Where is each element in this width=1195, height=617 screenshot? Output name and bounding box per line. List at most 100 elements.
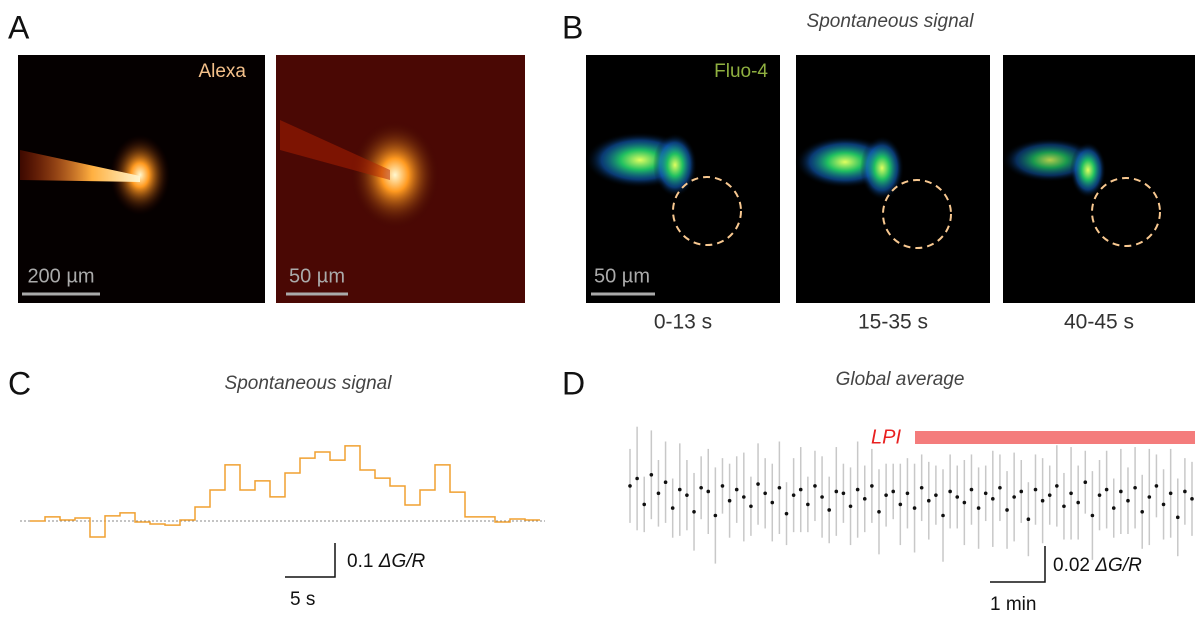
pipette — [20, 150, 140, 182]
drug-label: LPI — [871, 426, 901, 448]
mean-point — [763, 491, 767, 496]
mean-point — [670, 506, 675, 510]
cell-glow — [860, 136, 904, 200]
roi-circle — [672, 176, 742, 246]
mean-point — [820, 495, 824, 499]
mean-point — [699, 485, 703, 490]
mean-point — [962, 500, 967, 505]
panel-title: Spontaneous signal — [807, 11, 975, 32]
mean-point — [1062, 504, 1066, 509]
panel-label: C — [8, 365, 31, 401]
mean-point — [1175, 515, 1180, 520]
mean-point — [777, 485, 782, 490]
scale-bar — [990, 546, 1046, 583]
scale-label: 200 µm — [27, 265, 94, 287]
scale-label: 0.1 ΔG/R — [347, 551, 426, 572]
step-trace — [30, 445, 540, 538]
mean-point — [991, 497, 995, 501]
caption: 40-45 s — [1064, 311, 1134, 334]
mean-point — [919, 485, 924, 490]
mean-point — [1012, 495, 1016, 499]
mean-point — [827, 508, 831, 512]
mean-point — [848, 504, 853, 509]
mean-point — [1119, 489, 1123, 494]
mean-point — [1133, 485, 1137, 490]
roi-circle — [1091, 177, 1161, 247]
mean-point — [1147, 495, 1152, 499]
mean-point — [862, 497, 867, 501]
panel-label: B — [562, 9, 583, 45]
mean-point — [891, 489, 896, 494]
mean-point — [1019, 489, 1024, 494]
panel-label: D — [562, 365, 585, 401]
mean-point — [1111, 506, 1116, 510]
mean-point — [813, 484, 817, 488]
caption: 15-35 s — [858, 311, 928, 334]
scale-bar — [285, 543, 336, 578]
mean-point — [756, 482, 760, 486]
pipette — [280, 120, 390, 180]
mean-point — [1104, 487, 1109, 492]
mean-point — [898, 502, 903, 507]
dye-label: Alexa — [198, 61, 246, 82]
mean-point — [870, 484, 874, 488]
roi-circle — [882, 179, 952, 249]
mean-point — [677, 487, 682, 492]
mean-point — [1161, 502, 1166, 507]
mean-point — [983, 491, 988, 496]
mean-point — [628, 484, 632, 488]
mean-point — [1083, 480, 1088, 485]
mean-point — [834, 489, 839, 494]
scale-label: 1 min — [990, 594, 1036, 615]
mean-point — [1069, 491, 1073, 496]
mean-point — [720, 484, 725, 488]
mean-point — [1190, 497, 1194, 501]
mean-point — [1140, 510, 1145, 514]
mean-point — [1055, 484, 1059, 488]
mean-point — [706, 489, 711, 494]
scale-unit: ΔG/R — [1094, 555, 1142, 576]
scale-value: 0.02 — [1053, 555, 1090, 576]
cell-glow — [1070, 142, 1106, 198]
mean-point — [1154, 484, 1159, 488]
mean-point — [905, 491, 910, 496]
mean-point — [649, 473, 654, 477]
mean-point — [635, 476, 639, 481]
scale-value: 0.1 — [347, 551, 373, 572]
mean-point — [727, 498, 732, 503]
mean-point — [1097, 493, 1102, 497]
panel-label: A — [8, 9, 30, 45]
mean-point — [642, 502, 647, 507]
caption: 0-13 s — [654, 311, 712, 334]
mean-point — [656, 491, 661, 496]
drug-bar — [915, 431, 1195, 444]
mean-point — [749, 504, 753, 509]
mean-point — [955, 495, 960, 499]
mean-point — [791, 493, 796, 497]
mean-point — [770, 500, 775, 505]
mean-point — [1047, 493, 1052, 497]
panel-title: Global average — [836, 369, 965, 390]
mean-point — [1005, 508, 1009, 512]
scale-label: 50 µm — [289, 265, 345, 287]
cell-glow — [653, 133, 697, 197]
mean-point — [998, 485, 1002, 490]
mean-point — [855, 487, 860, 492]
cell-glow — [110, 135, 170, 215]
mean-point — [877, 510, 881, 514]
mean-point — [734, 487, 739, 492]
mean-point — [685, 493, 689, 497]
mean-point — [934, 493, 938, 497]
mean-point — [798, 487, 803, 492]
scale-label: 0.02 ΔG/R — [1053, 555, 1142, 576]
cell-glow — [350, 120, 440, 230]
mean-point — [806, 502, 810, 507]
mean-point — [1090, 513, 1095, 518]
scale-unit: ΔG/R — [378, 551, 426, 572]
mean-point — [926, 498, 931, 503]
mean-point — [663, 480, 668, 485]
mean-point — [976, 506, 981, 510]
mean-point — [948, 489, 952, 494]
